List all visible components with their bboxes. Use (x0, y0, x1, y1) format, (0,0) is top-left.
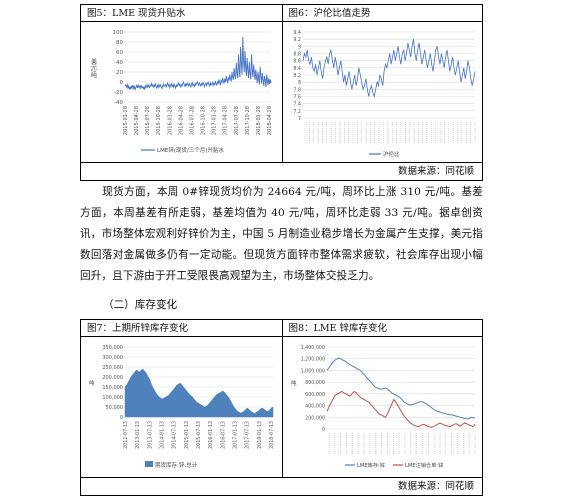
fig8-title: 图8：LME 锌库存变化 (282, 320, 482, 337)
fig6-ytick-label: 7.2 (293, 109, 301, 115)
fig7-xtick-label: 2016-01-13 (208, 421, 214, 449)
fig5-xtick-label: 2017-07-28 (234, 106, 240, 135)
fig7-ytick-label: 200,000 (102, 375, 123, 381)
fig7-chart: 吨 350,000 300,000 250,000 200,000 150,000 100,… (89, 345, 275, 469)
fig7-ylabel: 吨 (89, 379, 95, 387)
bottom-figure-table: 图7：上期所锌库存变化 吨 350,000 300,000 250,000 200,00… (80, 319, 483, 496)
fig6-legend-label: 沪伦比 (383, 150, 400, 158)
fig6-ytick-label: 8 (297, 80, 300, 86)
fig6-ytick-label: 7.8 (293, 87, 301, 93)
fig8-ytick-label: 800,000 (305, 380, 325, 386)
fig8-series-line-1 (326, 390, 475, 428)
fig5-xtick-label: 2017-10-28 (245, 106, 251, 135)
fig7-xtick-label: 2014-01-13 (160, 421, 166, 449)
fig5-ytick-label: 60 (116, 50, 123, 56)
fig7-xtick-label: 2013-01-13 (135, 421, 141, 449)
fig5-title: 图5：LME 现货升贴水 (81, 5, 282, 22)
fig6-ytick-label: 8.6 (293, 59, 301, 65)
fig7-xtick-label: 2012-07-13 (123, 421, 129, 449)
fig5-ytick-label: 40 (116, 60, 123, 66)
fig5-xtick-label: 2017-04-28 (223, 106, 229, 135)
fig7-ytick-label: 350,000 (102, 345, 123, 351)
spot-paragraph-text: 现货方面，本周 0#锌现货均价为 24664 元/吨，周环比上涨 310 元/吨… (80, 186, 483, 282)
fig6-ytick-label: 8.8 (293, 52, 301, 58)
fig6-ytick-label: 9 (297, 44, 300, 50)
fig5-xtick-label: 2017-01-28 (212, 106, 218, 135)
fig7-xtick-label: 2017-01-13 (233, 421, 239, 449)
fig7-ytick-label: 100,000 (102, 395, 123, 401)
bottom-source: 数据来源：同花顺 (81, 477, 482, 495)
spot-paragraph: 现货方面，本周 0#锌现货均价为 24664 元/吨，周环比上涨 310 元/吨… (80, 182, 483, 287)
fig7-xtick-label: 2015-01-13 (184, 421, 190, 449)
fig7-xtick-label: 2017-07-13 (245, 421, 251, 449)
fig7-ytick-label: 0 (120, 415, 123, 421)
fig6-ytick-label: 9.2 (293, 37, 301, 43)
fig7-ytick-label: 150,000 (102, 385, 123, 391)
fig8-ytick-label: 600,000 (305, 392, 325, 398)
fig5-series-line (124, 36, 272, 91)
top-source: 数据来源：同花顺 (81, 162, 482, 180)
section-title: （二）库存变化 (103, 299, 178, 311)
fig8-ytick-label: 200,000 (305, 415, 325, 421)
fig7-ytick-label: 300,000 (102, 355, 123, 361)
fig7-xtick-label: 2015-07-13 (196, 421, 202, 449)
top-figure-table: 图5：LME 现货升贴水 美元/吨 100 80 60 40 20 0 -20 -40 2015-… (80, 4, 483, 181)
fig5-xtick-label: 2016-04-28 (178, 106, 184, 135)
fig7-title: 图7：上期所锌库存变化 (81, 320, 282, 337)
fig6-ytick-label: 8.2 (293, 73, 301, 79)
fig7-xtick-label: 2014-07-13 (172, 421, 178, 449)
fig7-xtick-label: 2018-07-13 (269, 421, 275, 449)
fig5-xtick-label: 2016-07-28 (189, 106, 195, 135)
fig8-ytick-label: 0 (321, 427, 324, 433)
fig6-title: 图6：沪伦比值走势 (282, 5, 482, 22)
fig6-ytick-label: 8.4 (293, 66, 301, 72)
fig6-chart: 9.49.29 8.88.68.48.287.8 7.67.47.27 沪伦比 (293, 30, 475, 158)
fig6-ytick-label: 7.6 (293, 95, 301, 101)
fig8-ytick-label: 1,000,000 (300, 368, 324, 374)
fig5-ytick-label: 20 (116, 70, 123, 76)
fig5-ytick-label: -20 (114, 90, 123, 96)
fig7-xtick-label: 2018-01-13 (257, 421, 263, 449)
fig7-ytick-label: 250,000 (102, 365, 123, 371)
fig7-ytick-label: 50,000 (106, 405, 124, 411)
fig6-ytick-label: 9.4 (293, 30, 301, 36)
fig5-xtick-label: 2015-01-28 (123, 106, 129, 135)
fig8-ytick-label: 400,000 (305, 404, 325, 410)
fig8-ytick-label: 1,400,000 (300, 345, 324, 351)
fig8-cell: 图8：LME 锌库存变化 吨 1,400,000 1,200,000 1,000,00… (281, 320, 482, 477)
fig7-legend-swatch (145, 461, 153, 467)
fig5-xtick-label: 2018-04-28 (267, 106, 273, 135)
fig8-chart: 吨 1,400,000 1,200,000 1,000,000 800,000 600,0… (291, 345, 475, 469)
fig8-ylabel: 吨 (291, 379, 297, 387)
fig5-xtick-label: 2015-04-28 (134, 106, 140, 135)
fig8-series-line-0 (326, 357, 475, 420)
fig7-cell: 图7：上期所锌库存变化 吨 350,000 300,000 250,000 200,00… (81, 320, 282, 477)
fig5-ytick-label: 100 (113, 30, 124, 36)
fig5-xtick-label: 2015-07-28 (145, 106, 151, 135)
fig5-xtick-label: 2016-01-28 (167, 106, 173, 135)
fig5-ylabel: 美元/吨 (90, 57, 97, 78)
fig5-ytick-label: 0 (120, 80, 124, 86)
fig8-ytick-label: 1,200,000 (300, 357, 324, 363)
fig7-legend-label: 期货库存:锌:总计 (155, 461, 198, 469)
fig5-ytick-label: -40 (114, 100, 123, 106)
fig7-xtick-label: 2016-07-13 (220, 421, 226, 449)
fig6-ytick-label: 7.4 (293, 102, 301, 108)
fig5-legend-label: LME锌(现货/三个月)升贴水 (157, 146, 224, 154)
fig6-cell: 图6：沪伦比值走势 9.4 9.2 9 8.8 8.6 8.4 8.2 8 7.8 7.6 7.4 7… (281, 5, 482, 162)
fig5-xtick-label: 2015-10-28 (156, 106, 162, 135)
fig8-legend-label-1: LME注销仓单:锌 (405, 461, 443, 469)
fig5-cell: 图5：LME 现货升贴水 美元/吨 100 80 60 40 20 0 -20 -40 2015-… (81, 5, 282, 162)
fig8-legend-label-0: LME库存:锌 (357, 461, 385, 469)
fig6-ytick-label: 7 (297, 116, 300, 122)
fig5-xtick-label: 2016-10-28 (201, 106, 207, 135)
fig6-series-line (302, 39, 475, 98)
fig7-xtick-label: 2013-07-13 (147, 421, 153, 449)
fig5-ytick-label: 80 (116, 40, 123, 46)
fig5-xtick-label: 2018-01-28 (256, 106, 262, 135)
fig7-series-area (124, 368, 274, 418)
